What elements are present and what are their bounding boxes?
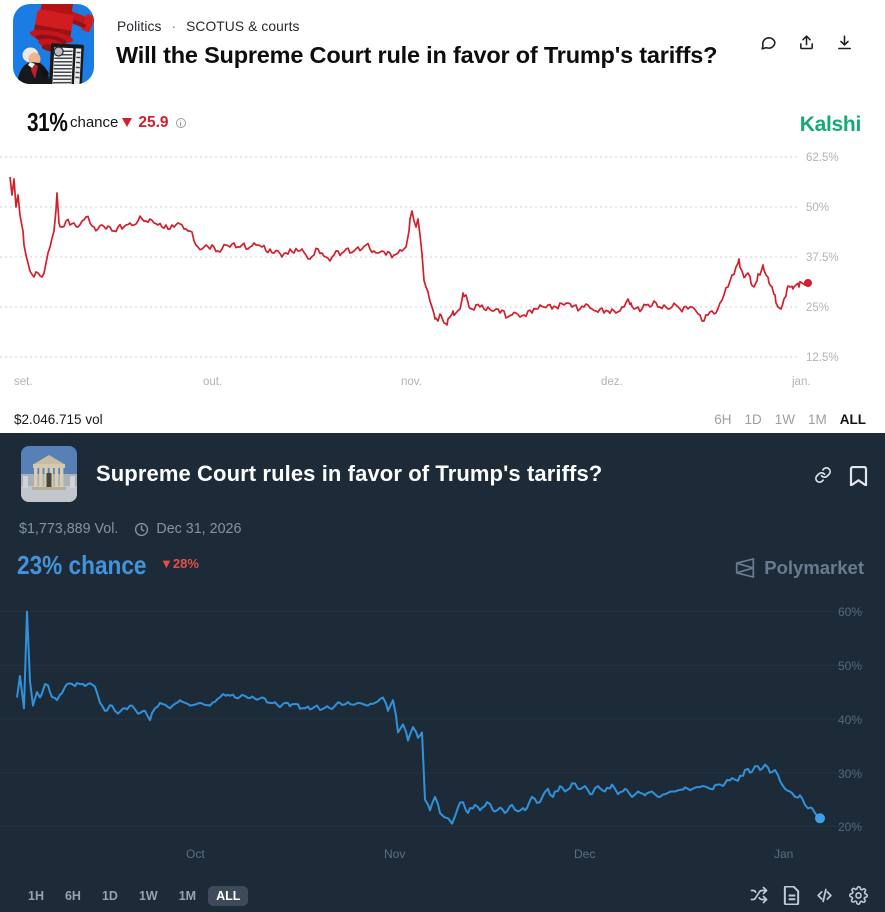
svg-text:dez.: dez. — [601, 376, 623, 388]
svg-text:Oct: Oct — [186, 847, 205, 861]
svg-text:60%: 60% — [838, 605, 862, 619]
svg-text:30%: 30% — [838, 767, 862, 781]
svg-text:nov.: nov. — [401, 376, 422, 388]
svg-text:jan.: jan. — [791, 376, 811, 388]
svg-text:Jan: Jan — [774, 847, 793, 861]
svg-text:12.5%: 12.5% — [806, 352, 839, 364]
svg-text:50%: 50% — [838, 659, 862, 673]
svg-text:Nov: Nov — [384, 847, 405, 861]
svg-text:40%: 40% — [838, 713, 862, 727]
svg-text:Dec: Dec — [574, 847, 595, 861]
svg-text:62.5%: 62.5% — [806, 152, 839, 164]
svg-text:out.: out. — [203, 376, 222, 388]
svg-text:20%: 20% — [838, 820, 862, 834]
svg-text:50%: 50% — [806, 202, 829, 214]
svg-text:37.5%: 37.5% — [806, 252, 839, 264]
svg-text:25%: 25% — [806, 302, 829, 314]
svg-text:set.: set. — [14, 376, 33, 388]
